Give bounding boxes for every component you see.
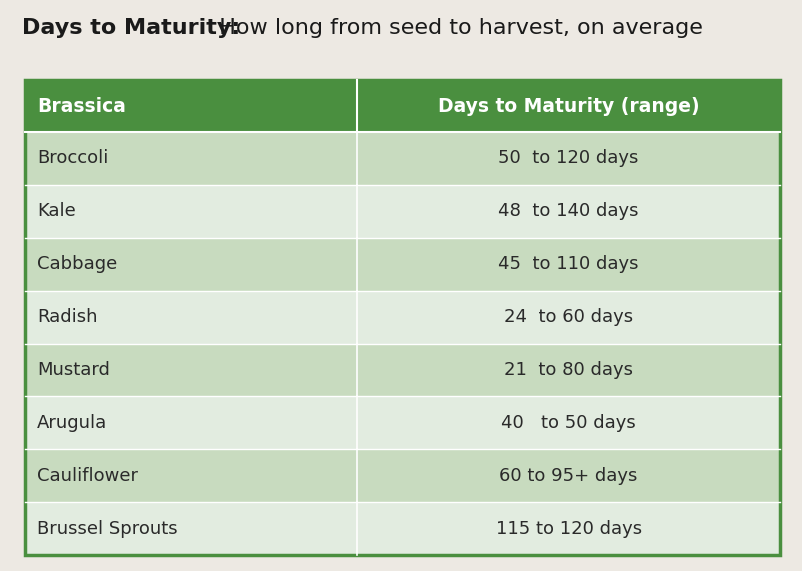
Bar xyxy=(25,344,780,396)
Text: Cauliflower: Cauliflower xyxy=(37,467,138,485)
Text: 50  to 120 days: 50 to 120 days xyxy=(498,150,638,167)
Text: Days to Maturity (range): Days to Maturity (range) xyxy=(438,96,699,115)
Text: 48  to 140 days: 48 to 140 days xyxy=(498,202,639,220)
Text: Kale: Kale xyxy=(37,202,75,220)
Bar xyxy=(25,502,780,555)
Text: Radish: Radish xyxy=(37,308,98,326)
Text: 60 to 95+ days: 60 to 95+ days xyxy=(500,467,638,485)
Bar xyxy=(25,238,780,291)
Bar xyxy=(25,185,780,238)
Bar xyxy=(25,291,780,344)
Text: Days to Maturity:: Days to Maturity: xyxy=(22,18,241,38)
Bar xyxy=(25,80,780,555)
Text: 40   to 50 days: 40 to 50 days xyxy=(501,414,636,432)
Text: Brussel Sprouts: Brussel Sprouts xyxy=(37,520,177,537)
Bar xyxy=(25,132,780,185)
Text: Arugula: Arugula xyxy=(37,414,107,432)
Bar xyxy=(25,449,780,502)
Text: 24  to 60 days: 24 to 60 days xyxy=(504,308,633,326)
Text: Mustard: Mustard xyxy=(37,361,110,379)
Text: Broccoli: Broccoli xyxy=(37,150,108,167)
Bar xyxy=(25,80,780,132)
Bar xyxy=(25,396,780,449)
Text: How long from seed to harvest, on average: How long from seed to harvest, on averag… xyxy=(205,18,703,38)
Text: 115 to 120 days: 115 to 120 days xyxy=(496,520,642,537)
Text: 21  to 80 days: 21 to 80 days xyxy=(504,361,633,379)
Text: Brassica: Brassica xyxy=(37,96,126,115)
Text: 45  to 110 days: 45 to 110 days xyxy=(498,255,639,273)
Text: Cabbage: Cabbage xyxy=(37,255,117,273)
